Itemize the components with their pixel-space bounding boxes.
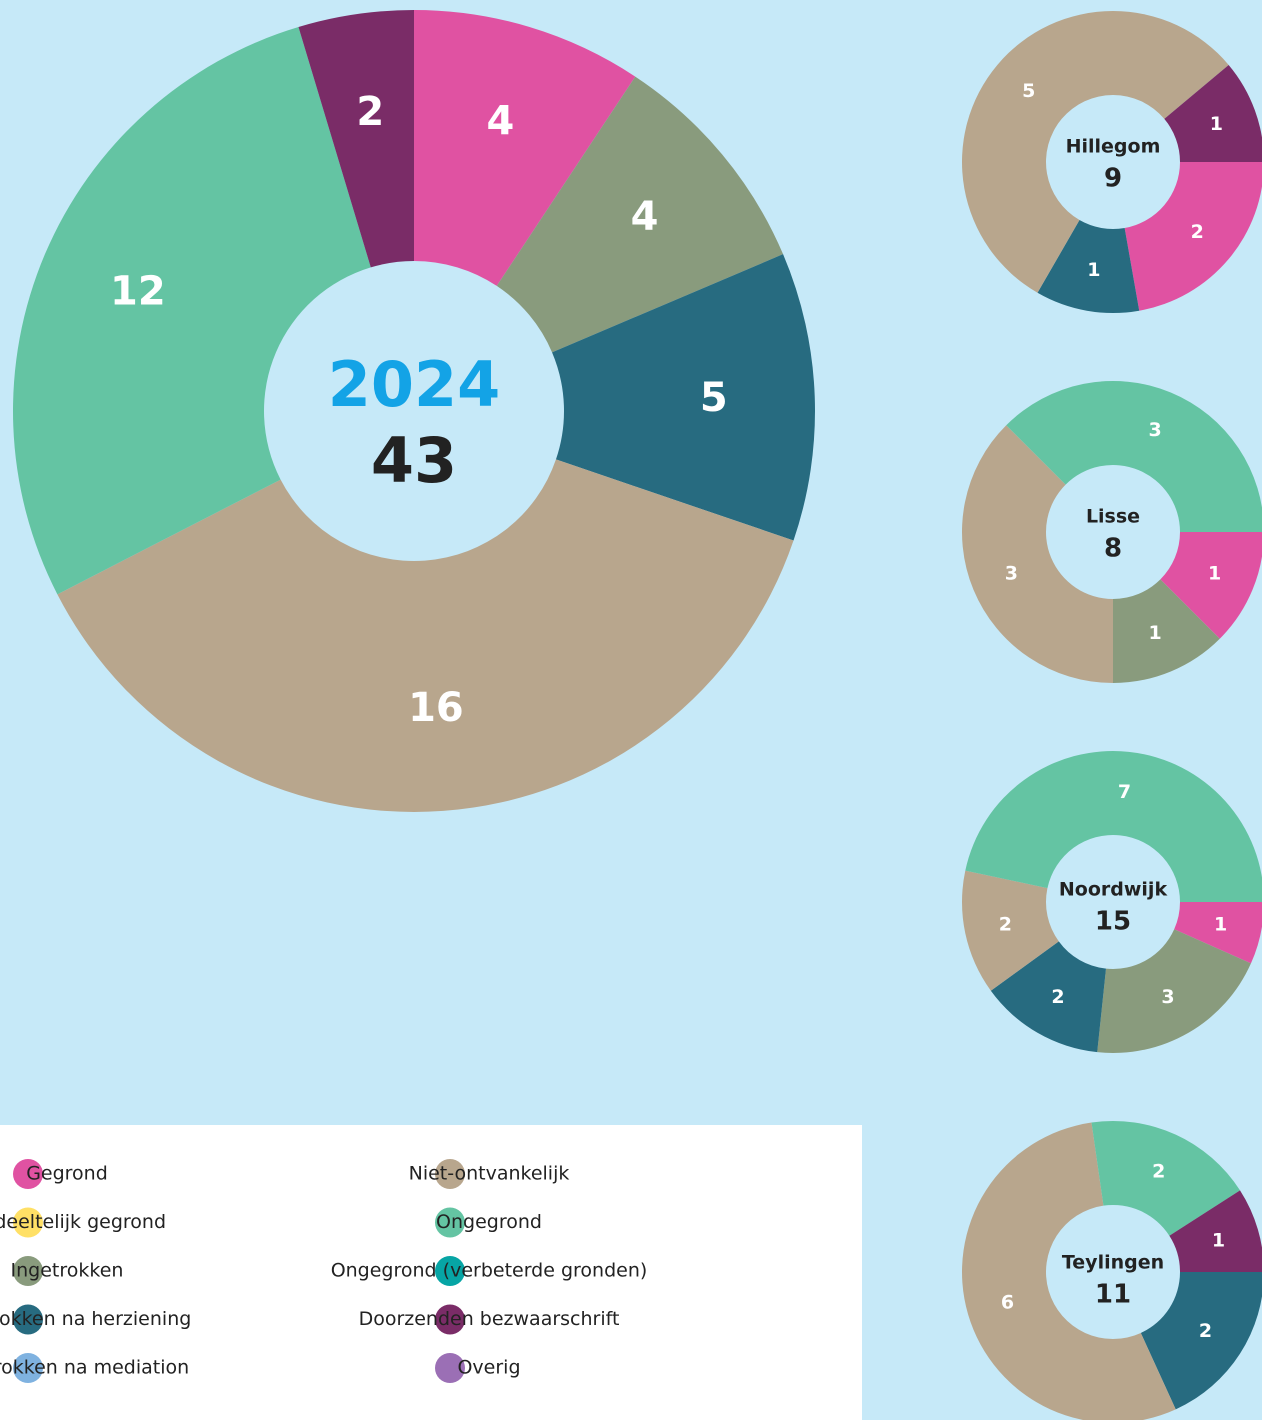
legend-label: Doorzenden bezwaarschrift: [359, 1308, 620, 1330]
slice: [1124, 162, 1262, 311]
slice: [1006, 381, 1262, 532]
slice: [298, 10, 414, 268]
slice-label: 3: [1161, 986, 1174, 1008]
slice-label: 16: [408, 685, 464, 731]
legend-swatch: [435, 1353, 465, 1383]
slice-label: 2: [1152, 1160, 1165, 1182]
legend-swatch: [435, 1207, 465, 1238]
slice: [414, 10, 636, 286]
slice: [1169, 1190, 1262, 1272]
slice-label: 2: [999, 913, 1012, 935]
slice-label: 3: [1148, 419, 1161, 441]
slice-label: 6: [1001, 1291, 1014, 1313]
donut-title: 2024: [328, 348, 501, 421]
legend-swatch: [13, 1353, 43, 1383]
donut-total: 43: [371, 424, 457, 497]
legend-swatch: [435, 1159, 465, 1189]
legend-label: Overig: [457, 1357, 520, 1379]
slice-label: 4: [487, 99, 515, 145]
slice: [12, 27, 371, 595]
slice-label: 5: [1022, 80, 1035, 102]
slice: [990, 941, 1106, 1053]
slice: [496, 76, 784, 353]
slice: [965, 751, 1262, 902]
legend-swatch: [13, 1256, 43, 1286]
slice: [1091, 1121, 1241, 1236]
legend-label: Ingetrokken na herziening: [0, 1308, 191, 1330]
legend-label: Ongegrond (verbeterde gronden): [331, 1260, 648, 1282]
legend-swatch: [13, 1207, 43, 1238]
slice: [57, 459, 794, 813]
legend-label: Niet-ontvankelijk: [409, 1163, 570, 1185]
donut-title: Lisse: [1086, 506, 1140, 528]
slice: [1097, 929, 1251, 1053]
legend-swatch: [13, 1304, 43, 1335]
slice-label: 4: [631, 194, 659, 240]
slice: [552, 254, 815, 541]
slice: [1164, 64, 1262, 162]
slice-label: 12: [110, 269, 166, 315]
donut-total: 8: [1104, 534, 1122, 564]
legend-box: [0, 1125, 862, 1420]
legend-swatch: [13, 1159, 43, 1189]
legend-swatch: [435, 1256, 465, 1286]
slice: [1037, 220, 1140, 313]
donut-total: 15: [1095, 907, 1131, 937]
slice-label: 7: [1118, 781, 1131, 803]
slice-label: 1: [1212, 1230, 1225, 1252]
legend-label: Ongegrond: [436, 1211, 542, 1233]
slice: [1160, 532, 1262, 639]
legend-swatch: [435, 1304, 465, 1335]
slice-label: 2: [1191, 221, 1204, 243]
donut-total: 9: [1104, 164, 1122, 194]
slice: [962, 870, 1059, 991]
slice-label: 1: [1214, 913, 1227, 935]
donut-total: 11: [1095, 1280, 1131, 1310]
slice: [1140, 1272, 1262, 1410]
donut-title: Hillegom: [1066, 136, 1161, 158]
slice-label: 1: [1148, 622, 1161, 644]
slice: [961, 425, 1113, 683]
legend-label: Ingetrokken: [11, 1260, 124, 1282]
slice-label: 2: [1051, 986, 1064, 1008]
slice-label: 1: [1210, 113, 1223, 135]
donut-title: Teylingen: [1062, 1252, 1164, 1274]
slice-label: 2: [1199, 1320, 1212, 1342]
legend-label: Gedeeltelijk gegrond: [0, 1211, 166, 1233]
slice: [962, 1122, 1176, 1420]
slice-label: 5: [700, 375, 728, 421]
slice: [962, 11, 1229, 293]
legend-label: Gegrond: [26, 1163, 108, 1185]
slice-label: 1: [1208, 563, 1221, 585]
legend-label: Ingetrokken na mediation: [0, 1357, 189, 1379]
donut-title: Noordwijk: [1059, 879, 1168, 901]
slice: [1174, 902, 1262, 964]
slice-label: 1: [1087, 259, 1100, 281]
slice-label: 2: [356, 89, 384, 135]
slice-label: 3: [1005, 563, 1018, 585]
slice: [1113, 579, 1220, 683]
